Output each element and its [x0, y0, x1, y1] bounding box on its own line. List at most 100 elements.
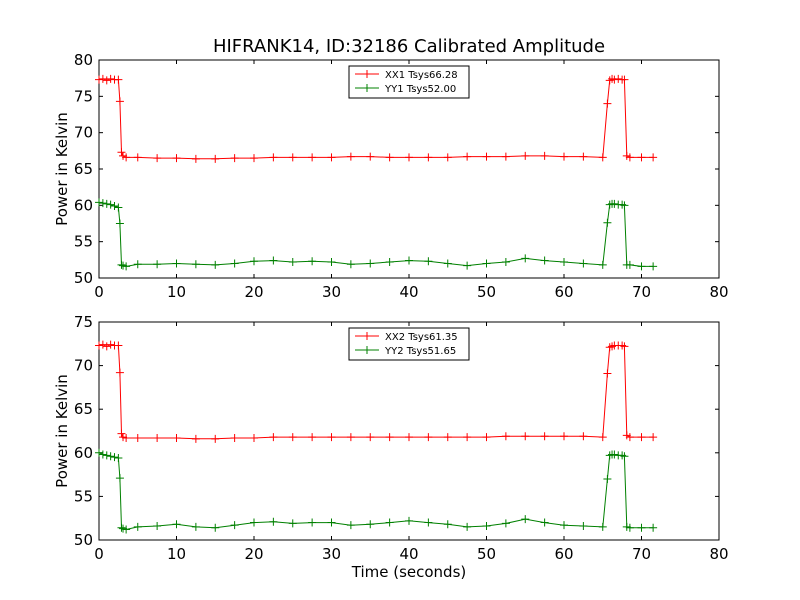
data-point [95, 448, 103, 457]
data-point [482, 259, 491, 268]
data-point [269, 517, 278, 526]
data-point [106, 200, 115, 209]
data-point [649, 262, 658, 271]
data-point [625, 433, 634, 442]
data-point [521, 515, 530, 524]
data-point [211, 523, 220, 532]
y-tick-label: 70 [74, 357, 93, 375]
y-tick-label: 60 [74, 444, 93, 462]
data-point [443, 259, 452, 268]
data-point [424, 433, 433, 442]
data-point [625, 523, 634, 532]
data-point [230, 521, 239, 530]
data-point [327, 518, 336, 527]
data-point [114, 341, 123, 350]
panel-2: 0 10 20 30 40 50 60 70 80 50 55 60 65 70 75 XX2 Tsys61.… [53, 313, 729, 581]
data-point [463, 261, 472, 270]
data-point [603, 369, 612, 378]
data-point [122, 153, 131, 162]
data-point [637, 153, 646, 162]
x-tick-label: 10 [167, 283, 186, 301]
data-point [603, 218, 612, 227]
data-point [385, 153, 394, 162]
data-point [560, 152, 568, 161]
data-point [191, 434, 200, 443]
data-point [625, 260, 634, 269]
data-point [385, 433, 394, 442]
data-point [288, 433, 297, 442]
chart-title: HIFRANK14, ID:32186 Calibrated Amplitude [213, 36, 605, 57]
data-point [308, 518, 317, 527]
x-tick-label: 20 [244, 545, 263, 563]
data-point [405, 433, 413, 442]
data-point [115, 97, 124, 106]
data-point [288, 519, 297, 528]
data-point [250, 257, 258, 266]
data-point [385, 518, 394, 527]
legend-label: XX2 Tsys61.35 [385, 332, 458, 343]
x-tick-label: 40 [399, 545, 418, 563]
data-point [102, 199, 111, 208]
series-2 [95, 448, 658, 534]
data-point [649, 153, 658, 162]
y-axis-label: Power in Kelvin [53, 374, 71, 488]
data-point [385, 258, 394, 267]
legend-marker [363, 346, 371, 354]
data-point [269, 153, 278, 162]
data-point [540, 256, 549, 265]
x-tick-label: 80 [709, 283, 728, 301]
data-point [637, 523, 646, 532]
data-point [95, 75, 103, 84]
data-point [308, 153, 317, 162]
data-point [620, 75, 629, 84]
data-point [603, 99, 612, 108]
data-point [153, 154, 162, 163]
data-point [598, 433, 607, 442]
data-point [211, 434, 220, 443]
data-point [211, 154, 220, 163]
data-point [501, 519, 510, 528]
legend-label: YY2 Tsys51.65 [384, 346, 456, 357]
data-point [153, 433, 162, 442]
x-tick-label: 60 [554, 545, 573, 563]
x-tick-label: 10 [167, 545, 186, 563]
data-point [110, 453, 119, 462]
x-tick-label: 70 [632, 283, 651, 301]
data-point [625, 153, 634, 162]
data-point [620, 452, 629, 461]
data-point [95, 341, 103, 350]
data-point [115, 368, 124, 377]
data-point [288, 153, 297, 162]
x-tick-label: 0 [94, 545, 104, 563]
data-point [598, 260, 607, 269]
data-point [598, 153, 607, 162]
data-point [501, 258, 510, 267]
y-tick-label: 70 [74, 124, 93, 142]
legend-marker [363, 70, 371, 78]
data-point [327, 153, 336, 162]
data-point [540, 518, 549, 527]
data-point [269, 433, 278, 442]
data-point [579, 522, 588, 531]
data-point [117, 148, 126, 157]
data-point [102, 451, 111, 460]
data-point [560, 432, 568, 441]
data-point [610, 199, 619, 208]
y-tick-label: 50 [74, 531, 93, 549]
data-point [114, 454, 123, 463]
legend: XX2 Tsys61.35 YY2 Tsys51.65 [348, 327, 470, 361]
data-point [424, 153, 433, 162]
y-tick-label: 60 [74, 196, 93, 214]
x-tick-label: 50 [477, 283, 496, 301]
data-point [98, 340, 107, 349]
data-point [117, 260, 126, 269]
data-point [327, 433, 336, 442]
data-point [308, 257, 317, 266]
data-point [443, 153, 452, 162]
data-point [122, 525, 131, 534]
data-point [98, 199, 107, 208]
data-point [172, 433, 181, 442]
data-point [405, 256, 413, 265]
data-point [133, 522, 142, 531]
data-point [191, 522, 200, 531]
